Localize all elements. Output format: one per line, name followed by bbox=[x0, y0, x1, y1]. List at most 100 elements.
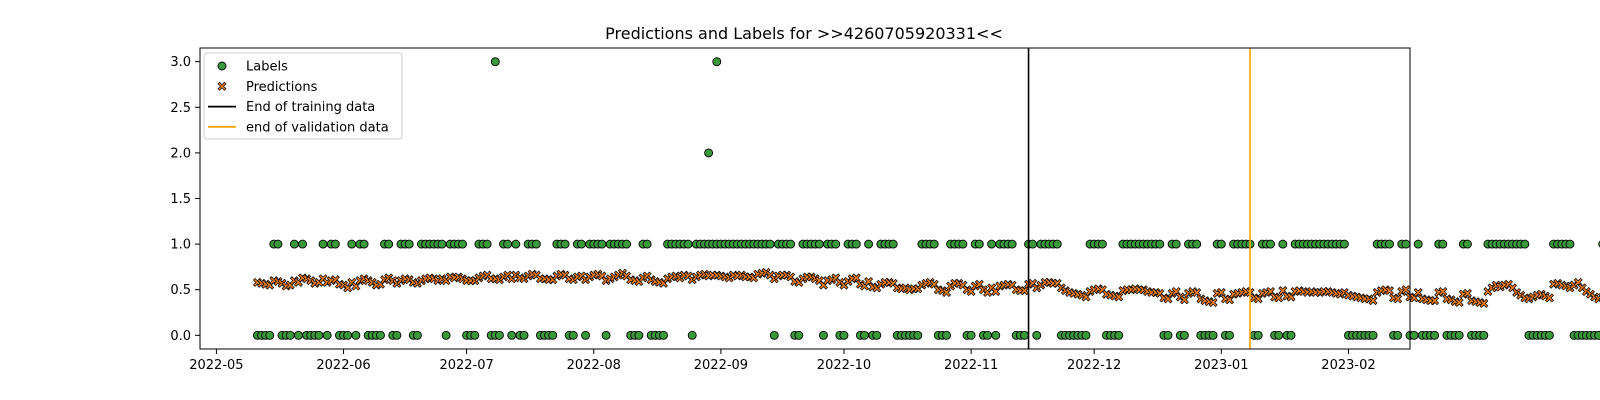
label-point bbox=[765, 239, 775, 249]
label-point bbox=[634, 330, 644, 340]
legend-label: Predictions bbox=[246, 80, 318, 95]
label-point bbox=[888, 239, 898, 249]
label-point bbox=[1266, 239, 1275, 249]
label-point bbox=[987, 239, 997, 249]
label-point bbox=[1253, 330, 1263, 340]
plot-area bbox=[252, 48, 1600, 349]
label-point bbox=[1401, 239, 1411, 249]
label-point bbox=[786, 239, 796, 249]
prediction-point bbox=[1179, 295, 1189, 305]
label-point bbox=[531, 239, 541, 249]
label-point bbox=[1225, 330, 1234, 340]
chart-title: Predictions and Labels for >>42607059203… bbox=[605, 24, 1003, 43]
prediction-point bbox=[1454, 297, 1464, 307]
label-point bbox=[942, 330, 951, 340]
label-point bbox=[412, 330, 422, 340]
label-point bbox=[687, 330, 697, 340]
label-point bbox=[683, 239, 693, 249]
label-point bbox=[1097, 239, 1107, 249]
label-point bbox=[1393, 330, 1403, 340]
label-point bbox=[298, 239, 307, 249]
prediction-point bbox=[1594, 294, 1600, 304]
x-tick-label: 2022-07 bbox=[439, 358, 493, 373]
prediction-point bbox=[1192, 287, 1202, 297]
label-point bbox=[1454, 330, 1464, 340]
legend-labels-marker bbox=[217, 61, 227, 71]
label-point bbox=[1594, 330, 1600, 340]
label-point bbox=[1368, 330, 1378, 340]
label-point bbox=[293, 330, 303, 340]
prediction-point bbox=[1438, 287, 1448, 297]
label-point bbox=[376, 330, 385, 340]
label-point bbox=[330, 239, 340, 249]
label-point bbox=[437, 239, 447, 249]
label-point bbox=[1462, 239, 1472, 249]
label-point bbox=[1286, 330, 1296, 340]
label-point bbox=[441, 330, 451, 340]
label-point bbox=[1179, 330, 1189, 340]
x-tick-label: 2023-01 bbox=[1194, 358, 1248, 373]
y-tick-label: 3.0 bbox=[170, 55, 191, 70]
x-tick-label: 2022-06 bbox=[316, 358, 370, 373]
y-tick-label: 0.0 bbox=[170, 329, 191, 344]
label-point bbox=[265, 330, 275, 340]
legend-box bbox=[203, 52, 403, 140]
legend-predictions-marker bbox=[217, 81, 227, 91]
prediction-point bbox=[942, 287, 952, 297]
legend-label: End of training data bbox=[246, 100, 375, 115]
label-point bbox=[273, 239, 283, 249]
label-point bbox=[560, 239, 570, 249]
axes: 2022-05 2022-06 2022-07 2022-08 2022-09 2022-… bbox=[170, 55, 1375, 373]
y-tick-label: 1.5 bbox=[170, 192, 191, 207]
label-point bbox=[519, 330, 529, 340]
label-point bbox=[511, 239, 521, 249]
prediction-point bbox=[1208, 297, 1218, 307]
label-point bbox=[1385, 239, 1394, 249]
label-point bbox=[1019, 330, 1029, 340]
label-point bbox=[384, 239, 394, 249]
label-point bbox=[601, 330, 611, 340]
label-point bbox=[864, 239, 874, 249]
y-tick-label: 2.0 bbox=[170, 146, 191, 161]
label-point bbox=[622, 239, 632, 249]
label-point bbox=[1192, 239, 1202, 249]
prediction-point bbox=[851, 273, 861, 283]
label-point bbox=[314, 330, 324, 340]
label-point bbox=[458, 239, 467, 249]
label-point bbox=[318, 239, 328, 249]
label-point bbox=[913, 330, 923, 340]
label-point bbox=[1545, 330, 1554, 340]
y-tick-label: 0.5 bbox=[170, 283, 191, 298]
label-point bbox=[1274, 330, 1284, 340]
label-point bbox=[289, 239, 299, 249]
label-point bbox=[1339, 239, 1349, 249]
prediction-point bbox=[1430, 296, 1440, 306]
label-point bbox=[597, 239, 607, 249]
label-point bbox=[322, 330, 332, 340]
label-point bbox=[1438, 239, 1448, 249]
label-point bbox=[351, 330, 361, 340]
x-tick-label: 2022-11 bbox=[944, 358, 998, 373]
label-point bbox=[503, 239, 513, 249]
label-point bbox=[1007, 239, 1017, 249]
label-point bbox=[359, 239, 369, 249]
label-point bbox=[819, 330, 828, 340]
label-point bbox=[581, 330, 591, 340]
label-point bbox=[490, 57, 500, 67]
prediction-point bbox=[1544, 293, 1554, 303]
label-point bbox=[659, 330, 668, 340]
label-point bbox=[548, 330, 558, 340]
label-point bbox=[983, 330, 992, 340]
label-point bbox=[769, 330, 779, 340]
label-point bbox=[1081, 330, 1091, 340]
x-tick-label: 2022-08 bbox=[567, 358, 621, 373]
label-point bbox=[872, 330, 882, 340]
label-point bbox=[1163, 330, 1173, 340]
prediction-point bbox=[1216, 287, 1226, 297]
prediction-point bbox=[1368, 296, 1378, 306]
label-point bbox=[285, 330, 295, 340]
legend: Labels Predictions End of training data end… bbox=[203, 52, 403, 140]
label-point bbox=[1409, 330, 1419, 340]
y-tick-label: 1.0 bbox=[170, 238, 191, 253]
